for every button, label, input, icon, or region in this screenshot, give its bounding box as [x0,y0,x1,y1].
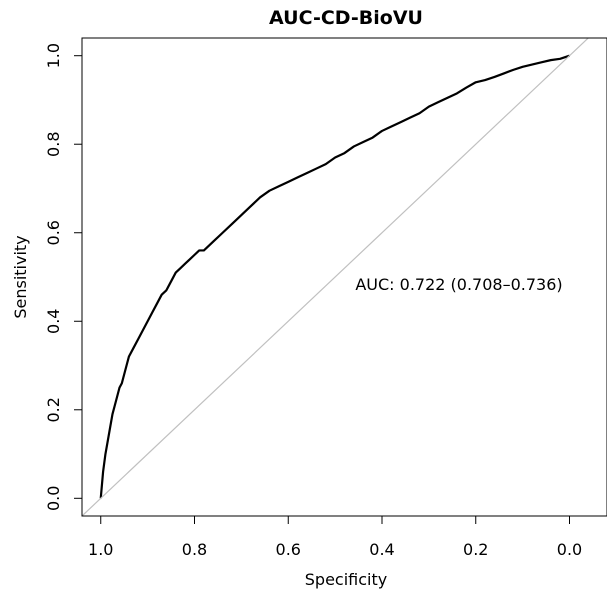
chance-diagonal-line [82,38,590,516]
y-axis-label: Sensitivity [11,235,30,318]
x-tick-label: 0.6 [276,540,301,559]
y-tick-label: 0.4 [44,309,63,334]
y-tick-label: 1.0 [44,43,63,68]
y-tick-label: 0.2 [44,397,63,422]
x-tick-label: 0.2 [463,540,488,559]
x-axis: 1.0 0.8 0.6 0.4 0.2 0.0 [88,516,582,559]
auc-annotation: AUC: 0.722 (0.708–0.736) [355,275,562,294]
plot-frame [81,37,607,517]
roc-curve-line [99,54,570,499]
chart-title: AUC-CD-BioVU [269,7,423,29]
y-axis: 0.0 0.2 0.4 0.6 0.8 1.0 [44,43,82,511]
y-tick-label: 0.0 [44,486,63,511]
y-tick-label: 0.6 [44,220,63,245]
x-tick-label: 1.0 [88,540,113,559]
x-tick-label: 0.8 [182,540,207,559]
x-axis-label: Specificity [305,570,387,589]
x-tick-label: 0.4 [369,540,394,559]
y-tick-label: 0.8 [44,131,63,156]
x-tick-label: 0.0 [557,540,582,559]
